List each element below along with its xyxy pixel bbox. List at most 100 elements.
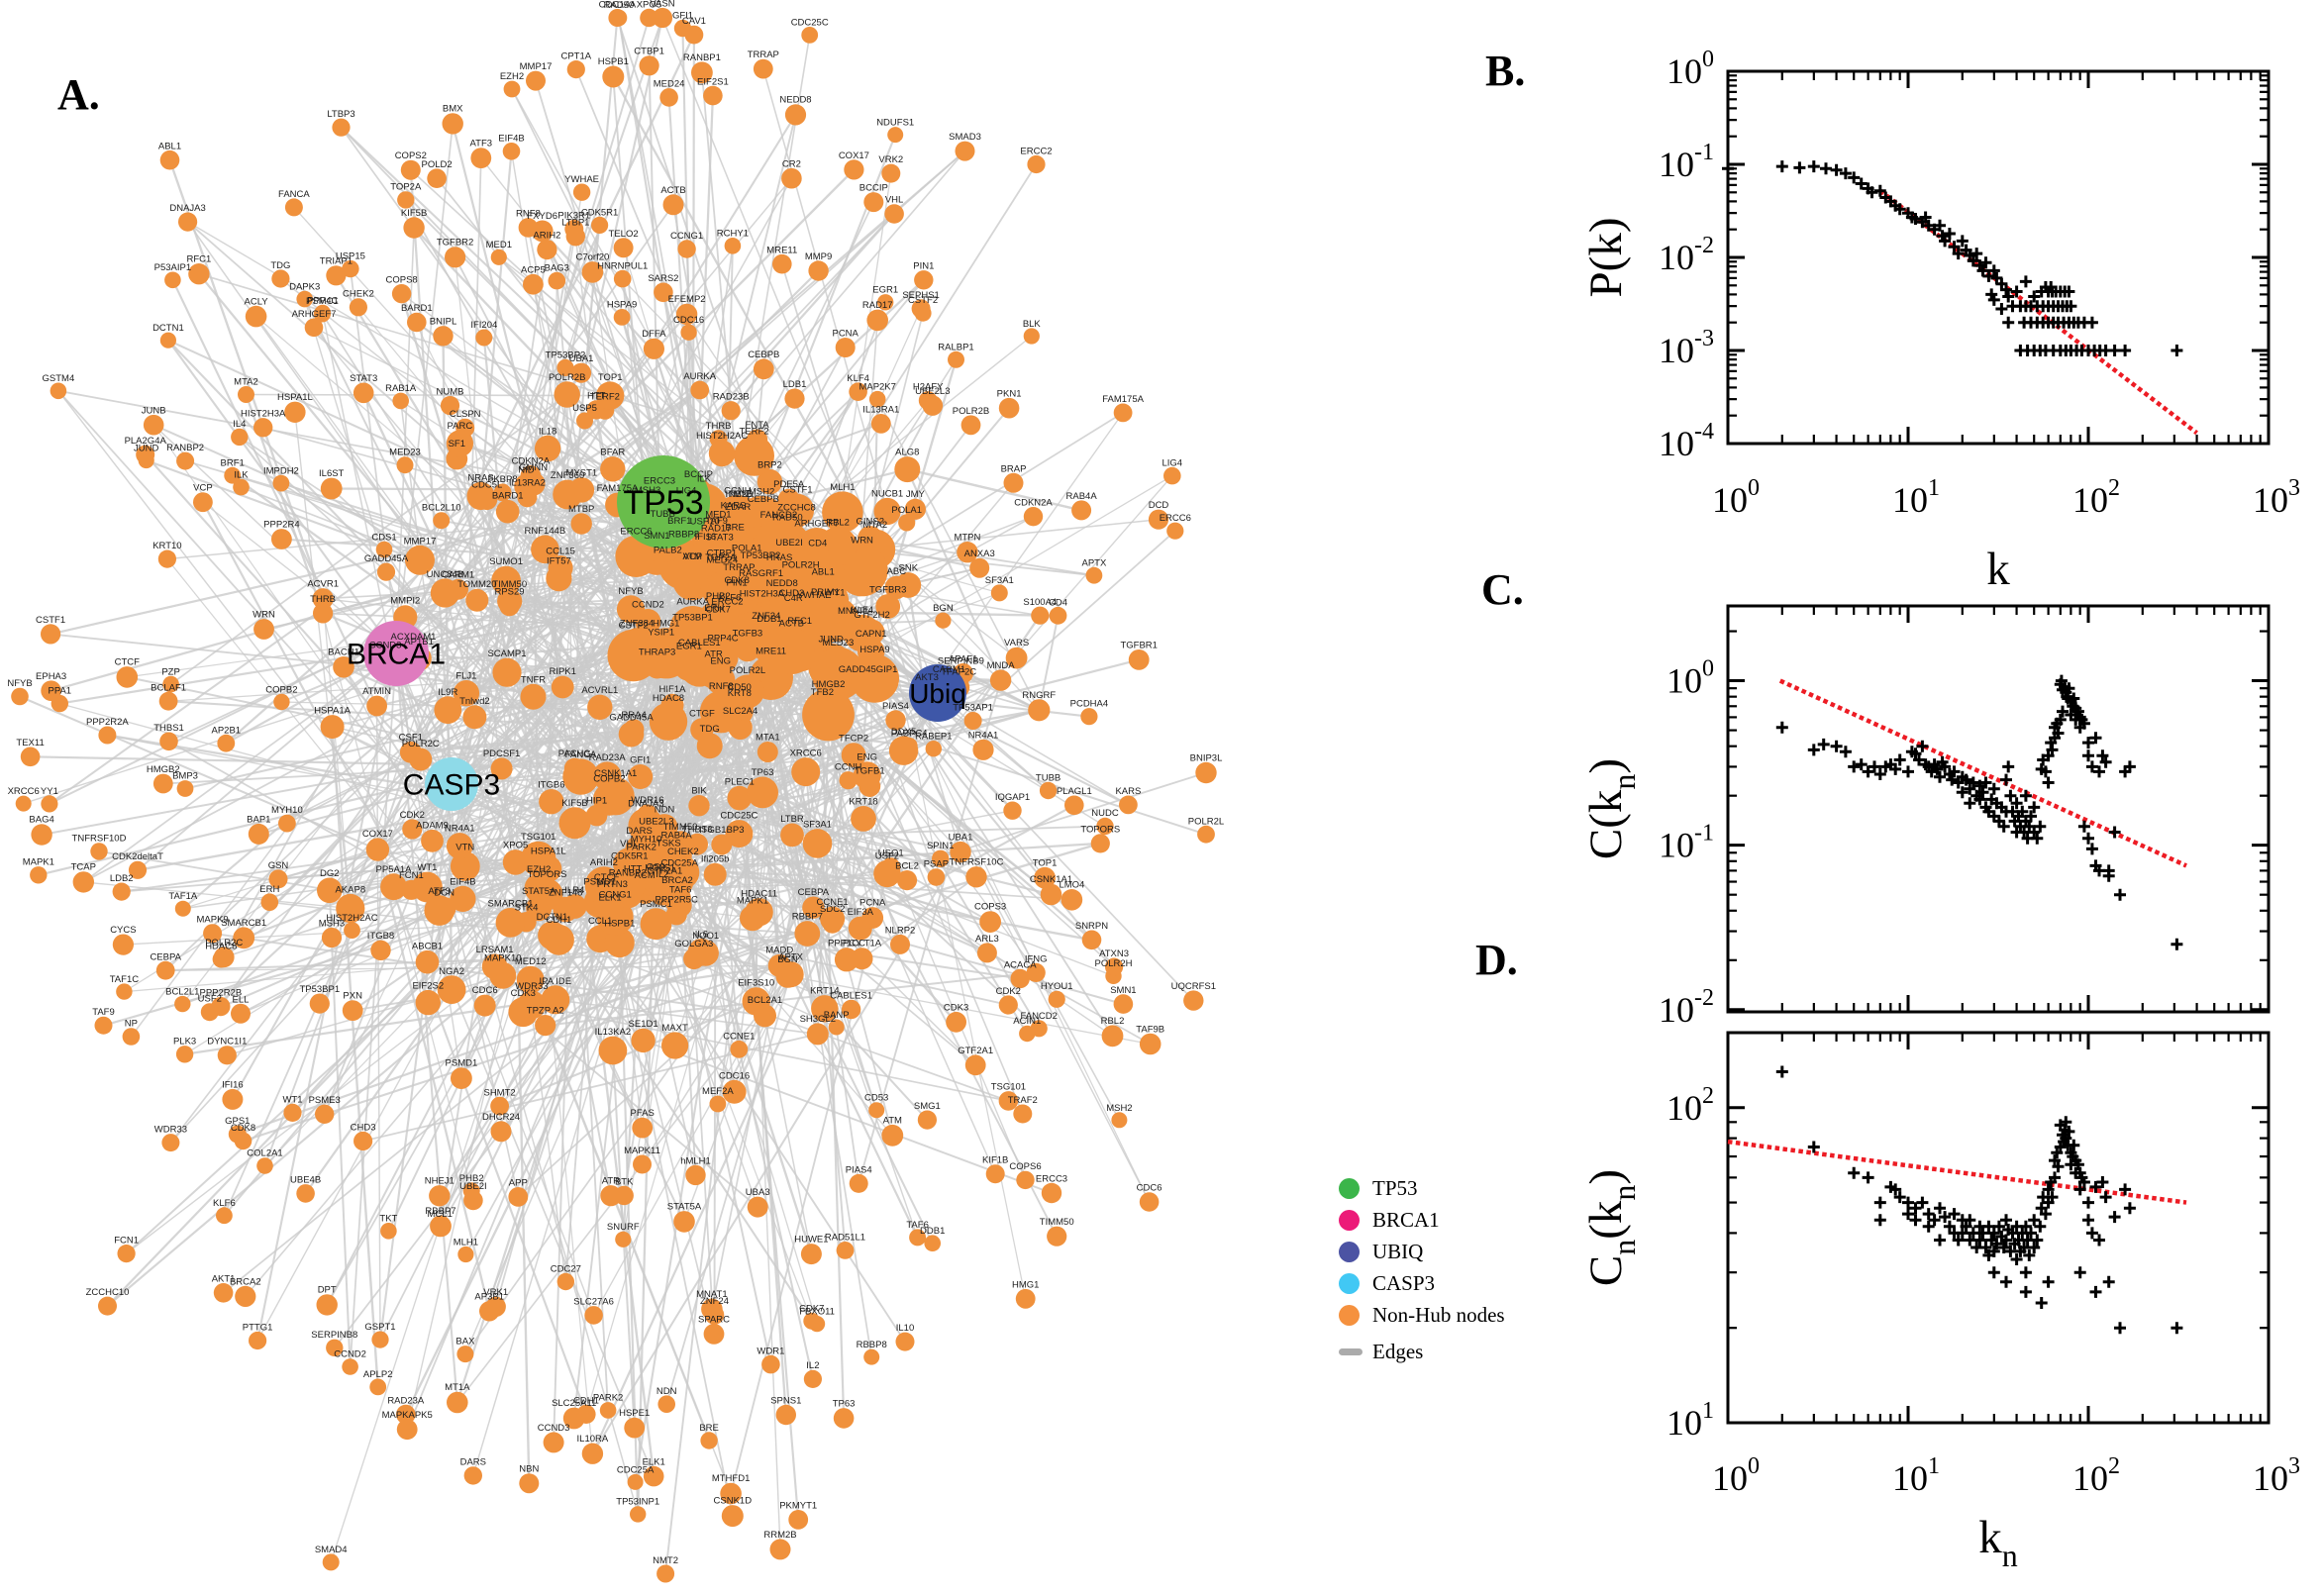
tick-label: 100 <box>1666 47 1714 91</box>
svg-text:RANBP2: RANBP2 <box>609 867 647 878</box>
svg-text:RAD17: RAD17 <box>701 524 732 535</box>
network-node <box>456 1346 474 1363</box>
svg-text:RAB1A: RAB1A <box>385 383 417 394</box>
network-node <box>1010 968 1030 989</box>
tick-label: 102 <box>2072 1453 2120 1498</box>
svg-text:SMARCB1: SMARCB1 <box>221 918 266 929</box>
svg-text:RASGRF1: RASGRF1 <box>739 568 783 579</box>
svg-text:DCTN1: DCTN1 <box>537 912 568 923</box>
svg-text:MSH3: MSH3 <box>635 485 660 496</box>
network-node <box>94 1016 113 1035</box>
svg-text:PPP2R4: PPP2R4 <box>263 520 299 531</box>
network-node <box>539 789 564 815</box>
network-node <box>700 1432 718 1449</box>
network-node <box>784 104 807 126</box>
plot-box <box>1726 1031 2271 1425</box>
svg-text:RNF144B: RNF144B <box>525 526 566 537</box>
hub-label-casp3: CASP3 <box>403 769 500 802</box>
network-node <box>437 975 466 1004</box>
svg-text:RBL2: RBL2 <box>826 518 850 529</box>
network-node <box>851 806 876 832</box>
network-node <box>884 575 908 600</box>
network-node <box>659 88 678 107</box>
network-node <box>451 1067 472 1089</box>
svg-text:SLC27A6: SLC27A6 <box>573 1297 614 1308</box>
legend-item-label: TP53 <box>1372 1175 1418 1200</box>
svg-text:CTCF: CTCF <box>594 872 620 883</box>
network-node <box>948 350 964 368</box>
network-node <box>485 1296 506 1318</box>
svg-text:TIMM50: TIMM50 <box>492 579 527 590</box>
network-node <box>523 273 544 295</box>
svg-text:PIN1: PIN1 <box>727 577 748 588</box>
svg-text:PPP2R2A: PPP2R2A <box>86 717 129 728</box>
svg-text:APTX: APTX <box>1081 557 1106 568</box>
svg-text:DYNC1I1: DYNC1I1 <box>207 1037 247 1047</box>
network-node <box>445 247 466 268</box>
svg-text:ERH: ERH <box>259 884 279 895</box>
network-node <box>534 435 561 462</box>
svg-text:PRIM1: PRIM1 <box>811 587 840 598</box>
network-node <box>353 382 374 404</box>
data-points <box>1775 1065 2183 1335</box>
network-node <box>222 1088 244 1110</box>
svg-text:FNTA: FNTA <box>746 420 770 431</box>
network-node <box>176 451 195 470</box>
tick-label: 101 <box>1892 1453 1940 1498</box>
network-node <box>1081 930 1102 950</box>
network-node <box>212 950 230 968</box>
svg-text:CDKN2A: CDKN2A <box>512 456 551 467</box>
network-node <box>581 261 604 283</box>
network-node <box>392 392 410 410</box>
legend-item-non-hub-nodes: Non-Hub nodes <box>1339 1299 1505 1331</box>
network-node <box>851 653 899 703</box>
svg-text:USP5: USP5 <box>572 403 597 414</box>
svg-text:CDC16: CDC16 <box>719 1070 750 1081</box>
svg-text:ZNF24: ZNF24 <box>700 1296 729 1307</box>
svg-text:PTTG1: PTTG1 <box>243 1322 273 1333</box>
svg-text:CCNE1: CCNE1 <box>723 1032 755 1043</box>
network-node <box>836 1242 855 1259</box>
svg-text:CD53: CD53 <box>864 1093 888 1104</box>
svg-text:RPS29: RPS29 <box>494 587 524 598</box>
svg-text:VCP: VCP <box>683 551 703 562</box>
svg-text:MNAT1: MNAT1 <box>838 606 869 617</box>
network-node <box>233 927 255 949</box>
svg-text:TOPORS: TOPORS <box>528 869 567 880</box>
svg-text:SLC25A11: SLC25A11 <box>552 1398 596 1409</box>
network-node <box>895 1332 915 1351</box>
network-node <box>747 776 778 809</box>
svg-text:TGFBR1: TGFBR1 <box>1120 641 1157 651</box>
network-node <box>1090 834 1110 853</box>
network-node <box>349 298 367 317</box>
network-node <box>734 436 774 476</box>
svg-text:KIF1B: KIF1B <box>982 1155 1008 1166</box>
svg-text:POLR2B: POLR2B <box>953 406 990 417</box>
node-swatch-icon <box>1339 1241 1360 1262</box>
network-node <box>918 391 938 410</box>
svg-text:CABLES1: CABLES1 <box>678 638 721 648</box>
network-node <box>41 795 58 813</box>
svg-text:TPZP A2: TPZP A2 <box>527 1006 564 1017</box>
svg-text:FBXO11: FBXO11 <box>799 1306 835 1317</box>
network-node <box>761 1354 780 1374</box>
svg-text:UBA3: UBA3 <box>746 1187 770 1198</box>
svg-text:LIG4: LIG4 <box>676 486 697 497</box>
svg-text:P53AIP1: P53AIP1 <box>154 262 192 273</box>
network-node <box>725 820 754 848</box>
network-node <box>1023 328 1040 345</box>
svg-text:CSNK1D: CSNK1D <box>714 1496 753 1507</box>
svg-text:HSPA9: HSPA9 <box>859 645 889 655</box>
plot-panel-c: 100 10-1 10-2 C(kn) <box>1580 604 2271 1030</box>
svg-text:SMN1: SMN1 <box>1110 985 1136 996</box>
svg-text:WDR1: WDR1 <box>757 1346 784 1356</box>
svg-text:ERCC6: ERCC6 <box>620 526 652 537</box>
network-node <box>116 983 133 1000</box>
svg-text:TERF2: TERF2 <box>740 427 769 438</box>
network-node <box>520 465 542 486</box>
network-node <box>1111 1112 1128 1129</box>
network-node <box>628 764 654 789</box>
svg-text:MED1: MED1 <box>486 240 512 250</box>
svg-text:CR2: CR2 <box>782 158 801 169</box>
svg-text:NUMB: NUMB <box>437 386 464 397</box>
